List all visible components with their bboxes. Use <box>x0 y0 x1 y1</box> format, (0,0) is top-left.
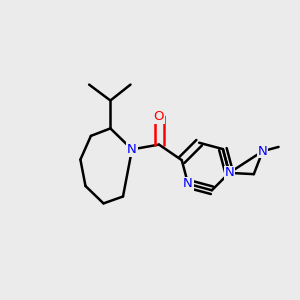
Text: O: O <box>154 110 164 123</box>
Text: N: N <box>183 177 193 190</box>
Text: N: N <box>127 143 137 156</box>
Text: N: N <box>224 167 234 179</box>
Text: N: N <box>258 145 268 158</box>
